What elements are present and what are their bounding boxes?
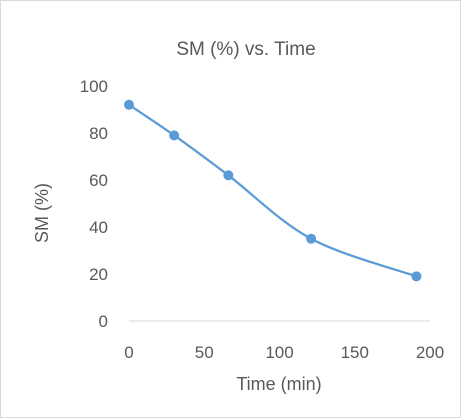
x-tick-label: 50 (195, 343, 214, 362)
y-axis-title: SM (%) (32, 183, 52, 243)
data-point (306, 233, 317, 244)
data-point (411, 271, 422, 282)
tick-labels: 0 20 40 60 80 100 0 50 100 150 200 (80, 77, 445, 362)
x-tick-label: 0 (124, 343, 133, 362)
data-point (169, 130, 180, 141)
series-line (128, 103, 417, 278)
chart-title: SM (%) vs. Time (176, 39, 315, 60)
x-axis-title: Time (min) (236, 374, 321, 394)
x-tick-label: 200 (416, 343, 444, 362)
y-tick-label: 100 (80, 77, 108, 96)
data-point (223, 170, 234, 181)
y-tick-label: 0 (99, 312, 108, 331)
y-tick-label: 20 (89, 265, 108, 284)
x-tick-label: 100 (265, 343, 293, 362)
data-point (124, 99, 134, 110)
data-points (124, 99, 422, 282)
y-tick-label: 40 (89, 218, 108, 237)
y-tick-label: 80 (89, 124, 108, 143)
y-tick-label: 60 (89, 171, 108, 190)
x-tick-label: 150 (341, 343, 369, 362)
